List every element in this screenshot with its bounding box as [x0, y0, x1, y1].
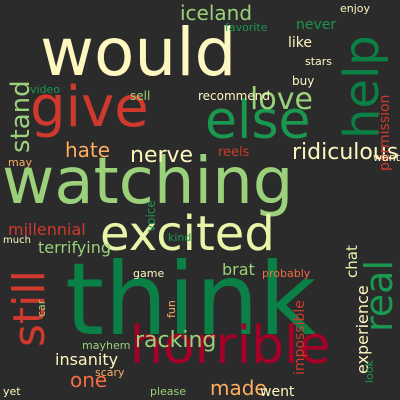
word-ridiculous: ridiculous [292, 140, 399, 165]
word-favorite: favorite [225, 21, 268, 34]
word-think: think [65, 241, 317, 358]
word-may: may [8, 156, 32, 169]
word-look: look [363, 360, 376, 383]
word-chat: chat [343, 245, 361, 278]
word-game: game [133, 267, 165, 280]
word-love: love [250, 82, 313, 117]
word-like: like [288, 35, 313, 51]
word-brat: brat [222, 260, 255, 279]
word-mayhem: mayhem [82, 339, 131, 352]
word-horrible: horrible [130, 316, 331, 376]
word-fun: fun [165, 300, 178, 318]
word-made: made [210, 376, 267, 400]
word-stars: stars [305, 55, 333, 68]
word-hate: hate [65, 138, 111, 162]
word-sell: sell [130, 89, 151, 103]
word-insanity: insanity [55, 350, 119, 369]
word-excited: excited [100, 206, 275, 262]
word-want: want [373, 151, 400, 164]
word-iceland: iceland [180, 1, 253, 25]
word-else: else [205, 91, 311, 151]
word-recommend: recommend [198, 89, 270, 103]
word-millennial: millennial [8, 220, 86, 239]
word-would: would [40, 14, 237, 91]
word-car: car [35, 299, 48, 317]
word-buy: buy [292, 74, 315, 88]
word-terrifying: terrifying [38, 238, 111, 257]
word-please: please [150, 385, 187, 398]
word-much: much [3, 235, 31, 246]
word-voice: voice [144, 200, 158, 232]
word-watching: watching [2, 145, 294, 219]
word-never: never [296, 17, 337, 33]
word-went: went [260, 384, 295, 400]
word-probably: probably [262, 267, 311, 280]
word-scary: scary [95, 366, 125, 379]
word-impossible: impossible [292, 300, 308, 375]
word-yet: yet [3, 385, 21, 398]
word-video: video [30, 83, 61, 96]
word-reels: reels [218, 145, 250, 160]
word-give: give [30, 75, 149, 140]
word-enjoy: enjoy [340, 2, 371, 15]
word-kind: kind [168, 231, 192, 244]
word-one: one [70, 368, 108, 392]
word-racking: racking [135, 328, 217, 353]
word-nerve: nerve [130, 143, 194, 168]
